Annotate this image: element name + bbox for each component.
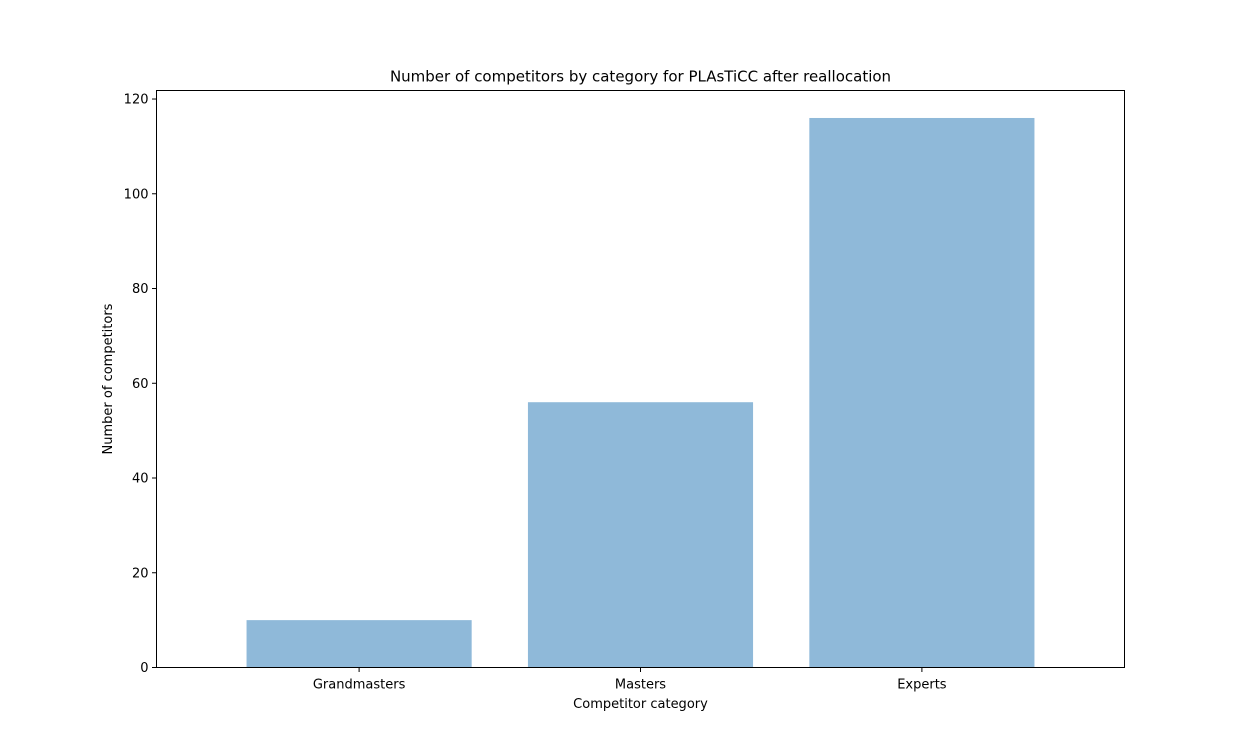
bar-experts	[809, 117, 1035, 668]
chart-title: Number of competitors by category for PL…	[390, 68, 891, 86]
y-tick-label: 100	[124, 187, 149, 202]
y-tick-label: 80	[132, 282, 149, 297]
bar-grandmasters	[246, 620, 472, 668]
y-axis: 0 20 40 60 80 100 120	[124, 93, 157, 676]
y-tick-label: 0	[140, 661, 148, 676]
y-tick-label: 20	[132, 566, 149, 581]
bar-masters	[527, 402, 754, 668]
y-tick-label: 40	[132, 472, 149, 487]
x-tick-label: Experts	[897, 678, 947, 693]
x-axis: Grandmasters Masters Experts	[313, 667, 947, 693]
bars-group	[246, 117, 1035, 668]
y-axis-title: Number of competitors	[101, 303, 116, 454]
y-tick-label: 60	[132, 377, 149, 392]
x-tick-label: Masters	[615, 678, 666, 693]
y-tick-label: 120	[124, 93, 149, 108]
x-axis-title: Competitor category	[573, 697, 708, 712]
x-tick-label: Grandmasters	[313, 678, 406, 693]
